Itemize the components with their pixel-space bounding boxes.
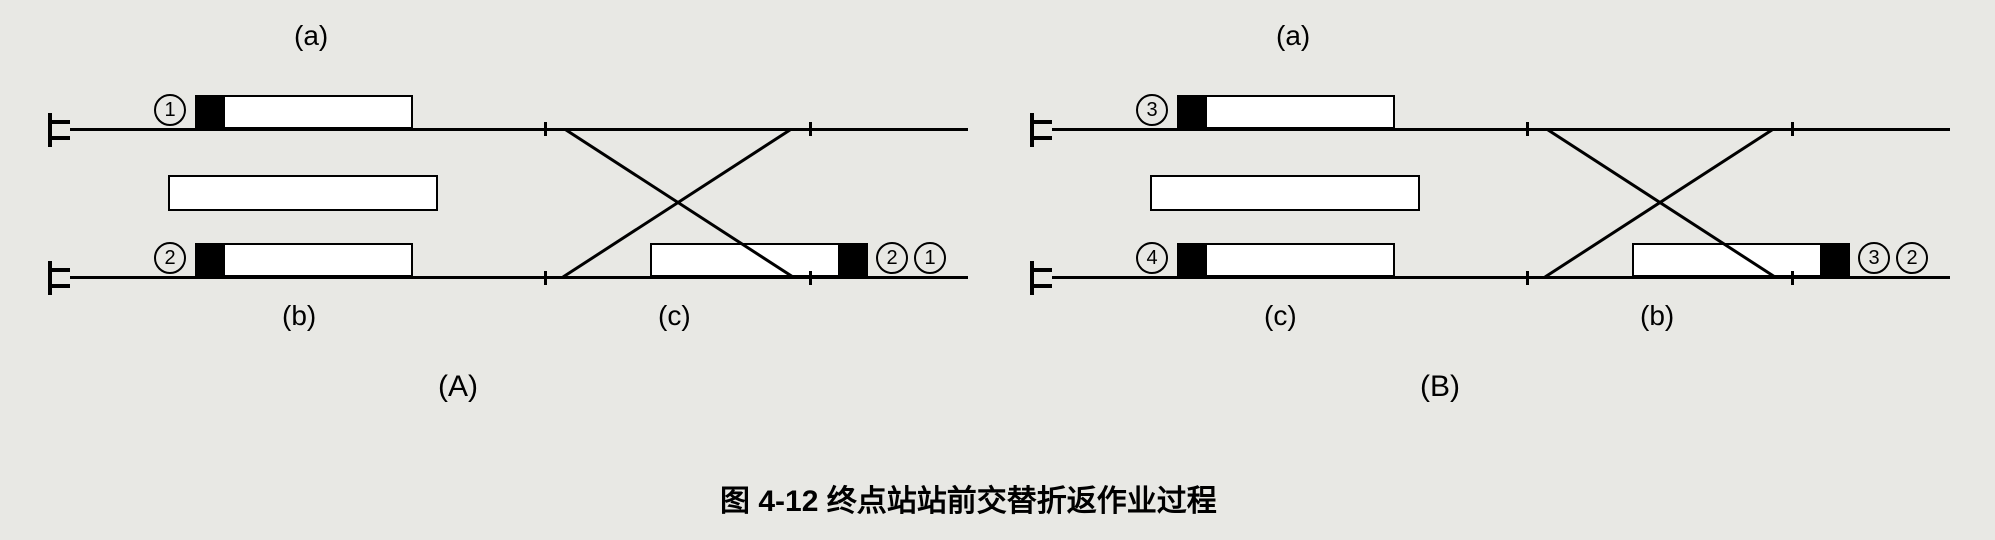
circle-bottom-right-1: 1 <box>914 242 946 274</box>
tick-tr-b <box>1791 122 1794 136</box>
track-label-b-b: (b) <box>1640 300 1674 332</box>
track-label-c: (c) <box>658 300 691 332</box>
track-label-a: (a) <box>294 20 328 52</box>
tick-br-b <box>1791 271 1794 285</box>
train-top <box>223 95 413 129</box>
train-bottom-right-head <box>840 243 868 277</box>
section-label-A: (A) <box>438 370 478 404</box>
tick-tr <box>809 122 812 136</box>
section-label-B: (B) <box>1420 370 1460 404</box>
train-top-head-b <box>1177 95 1205 129</box>
train-bottom-left-b <box>1205 243 1395 277</box>
track-label-c-b: (c) <box>1264 300 1297 332</box>
circle-bottom-right-3: 3 <box>1858 242 1890 274</box>
diagram-b: (a) 3 4 3 2 (c) (b) (B) <box>1030 0 1950 400</box>
tick-tl <box>544 122 547 136</box>
diagram-a: (a) 1 2 2 1 (b) (c) (A) <box>48 0 968 400</box>
platform-b <box>1150 175 1420 211</box>
circle-bottom-left-4: 4 <box>1136 242 1168 274</box>
train-bottom-left-head <box>195 243 223 277</box>
train-top-b <box>1205 95 1395 129</box>
train-top-head <box>195 95 223 129</box>
tick-tl-b <box>1526 122 1529 136</box>
track-label-b: (b) <box>282 300 316 332</box>
circle-bottom-left-2: 2 <box>154 242 186 274</box>
train-bottom-left-head-b <box>1177 243 1205 277</box>
circle-bottom-right-2b: 2 <box>1896 242 1928 274</box>
train-bottom-left <box>223 243 413 277</box>
crossover-x <box>543 128 813 279</box>
crossover-x-b <box>1525 128 1795 279</box>
tick-bl-b <box>1526 271 1529 285</box>
circle-bottom-right-2: 2 <box>876 242 908 274</box>
track-label-a-b: (a) <box>1276 20 1310 52</box>
tick-bl <box>544 271 547 285</box>
circle-top-1: 1 <box>154 94 186 126</box>
platform <box>168 175 438 211</box>
figure-caption: 图 4-12 终点站站前交替折返作业过程 <box>720 476 1217 520</box>
circle-top-3: 3 <box>1136 94 1168 126</box>
tick-br <box>809 271 812 285</box>
train-bottom-right-head-b <box>1822 243 1850 277</box>
